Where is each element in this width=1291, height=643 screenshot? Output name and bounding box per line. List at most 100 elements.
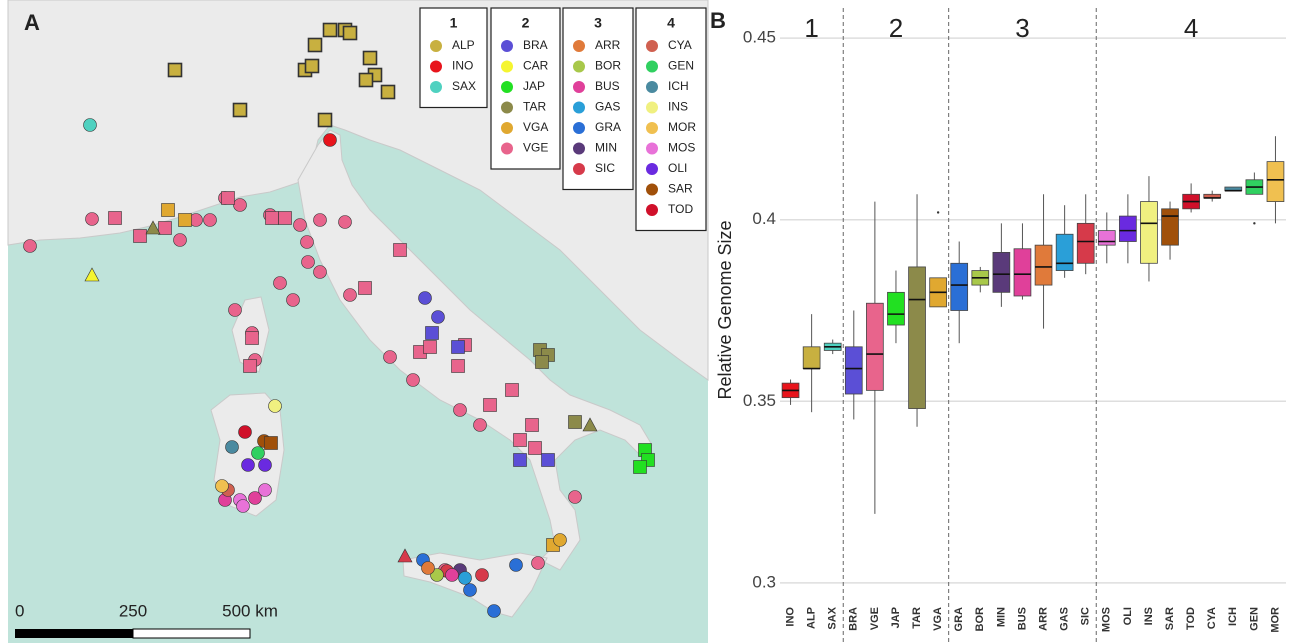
x-tick-label: GRA <box>953 607 965 632</box>
x-tick-label: OLI <box>1122 607 1134 625</box>
box <box>1119 216 1136 241</box>
legend-swatch <box>646 122 658 134</box>
site-marker <box>314 214 327 227</box>
x-tick-label: TOD <box>1185 607 1197 630</box>
site-marker <box>266 212 279 225</box>
legend-label: TAR <box>523 100 546 114</box>
scale-segment <box>133 629 250 638</box>
box <box>845 347 862 394</box>
legend-label: MIN <box>595 141 617 155</box>
legend-label: INO <box>452 59 473 73</box>
site-marker <box>24 240 37 253</box>
site-marker <box>382 86 395 99</box>
site-marker <box>244 360 257 373</box>
site-marker <box>360 74 373 87</box>
site-marker <box>324 134 337 147</box>
site-marker <box>514 454 527 467</box>
site-marker <box>204 214 217 227</box>
outlier <box>1253 222 1255 224</box>
site-marker <box>252 447 265 460</box>
legend-swatch <box>501 102 513 114</box>
legend-label: ARR <box>595 38 621 52</box>
legend-swatch <box>430 61 442 73</box>
site-marker <box>554 534 567 547</box>
x-tick-label: MOS <box>1101 607 1113 632</box>
legend-swatch <box>573 102 585 114</box>
site-marker <box>222 192 235 205</box>
legend-swatch <box>501 81 513 93</box>
site-marker <box>344 27 357 40</box>
panel-label: B <box>710 8 726 33</box>
legend-swatch <box>646 204 658 216</box>
legend-label: VGA <box>523 120 548 134</box>
legend-swatch <box>573 143 585 155</box>
site-marker <box>159 222 172 235</box>
x-tick-label: BUS <box>1016 607 1028 630</box>
x-tick-label: ALP <box>806 607 818 629</box>
x-tick-label: GAS <box>1059 607 1071 631</box>
site-marker <box>394 244 407 257</box>
legend-swatch <box>501 122 513 134</box>
box <box>803 347 820 369</box>
site-marker <box>506 384 519 397</box>
site-marker <box>476 569 489 582</box>
scale-segment <box>15 629 133 638</box>
site-marker <box>324 24 337 37</box>
site-marker <box>265 437 278 450</box>
legend-label: BRA <box>523 38 548 52</box>
x-tick-label: MOR <box>1269 607 1281 633</box>
legend-swatch <box>430 40 442 52</box>
site-marker <box>569 491 582 504</box>
group-label: 2 <box>889 13 903 43</box>
legend-swatch <box>430 81 442 93</box>
legend-label: SAX <box>452 79 476 93</box>
box <box>993 252 1010 292</box>
site-marker <box>242 459 255 472</box>
x-tick-label: INO <box>784 607 796 627</box>
legend-swatch <box>501 61 513 73</box>
legend-swatch <box>573 122 585 134</box>
x-tick-label: BOR <box>974 607 986 632</box>
site-marker <box>424 341 437 354</box>
x-tick-label: BRA <box>848 607 860 631</box>
site-marker <box>216 480 229 493</box>
x-tick-label: SAX <box>827 606 839 629</box>
site-marker <box>174 234 187 247</box>
site-marker <box>319 114 332 127</box>
site-marker <box>287 294 300 307</box>
x-tick-label: INS <box>1143 607 1155 625</box>
x-tick-label: SAR <box>1164 607 1176 630</box>
site-marker <box>179 214 192 227</box>
legend-label: TOD <box>668 202 693 216</box>
x-tick-label: GEN <box>1248 607 1260 631</box>
box <box>1267 162 1284 202</box>
panel-label: A <box>24 10 40 35</box>
legend-swatch <box>573 81 585 93</box>
group-label: 3 <box>1015 13 1029 43</box>
x-tick-label: ICH <box>1227 607 1239 626</box>
site-marker <box>229 304 242 317</box>
site-marker <box>86 213 99 226</box>
site-marker <box>302 256 315 269</box>
legend-label: MOS <box>668 141 695 155</box>
legend-label: BOR <box>595 59 621 73</box>
site-marker <box>529 442 542 455</box>
site-marker <box>422 562 435 575</box>
y-axis-label: Relative Genome Size <box>715 220 735 399</box>
site-marker <box>484 399 497 412</box>
site-marker <box>134 230 147 243</box>
legend-label: GRA <box>595 120 621 134</box>
box <box>1014 249 1031 296</box>
site-marker <box>339 216 352 229</box>
box <box>888 292 905 325</box>
legend-swatch <box>573 163 585 175</box>
box <box>951 263 968 310</box>
site-marker <box>239 426 252 439</box>
site-marker <box>84 119 97 132</box>
map-panel: A 1ALPINOSAX2BRACARJAPTARVGAVGE3ARRBORBU… <box>8 0 708 643</box>
site-marker <box>162 204 175 217</box>
site-marker <box>226 441 239 454</box>
site-marker <box>309 39 322 52</box>
box <box>1035 245 1052 285</box>
legend-label: GEN <box>668 59 694 73</box>
